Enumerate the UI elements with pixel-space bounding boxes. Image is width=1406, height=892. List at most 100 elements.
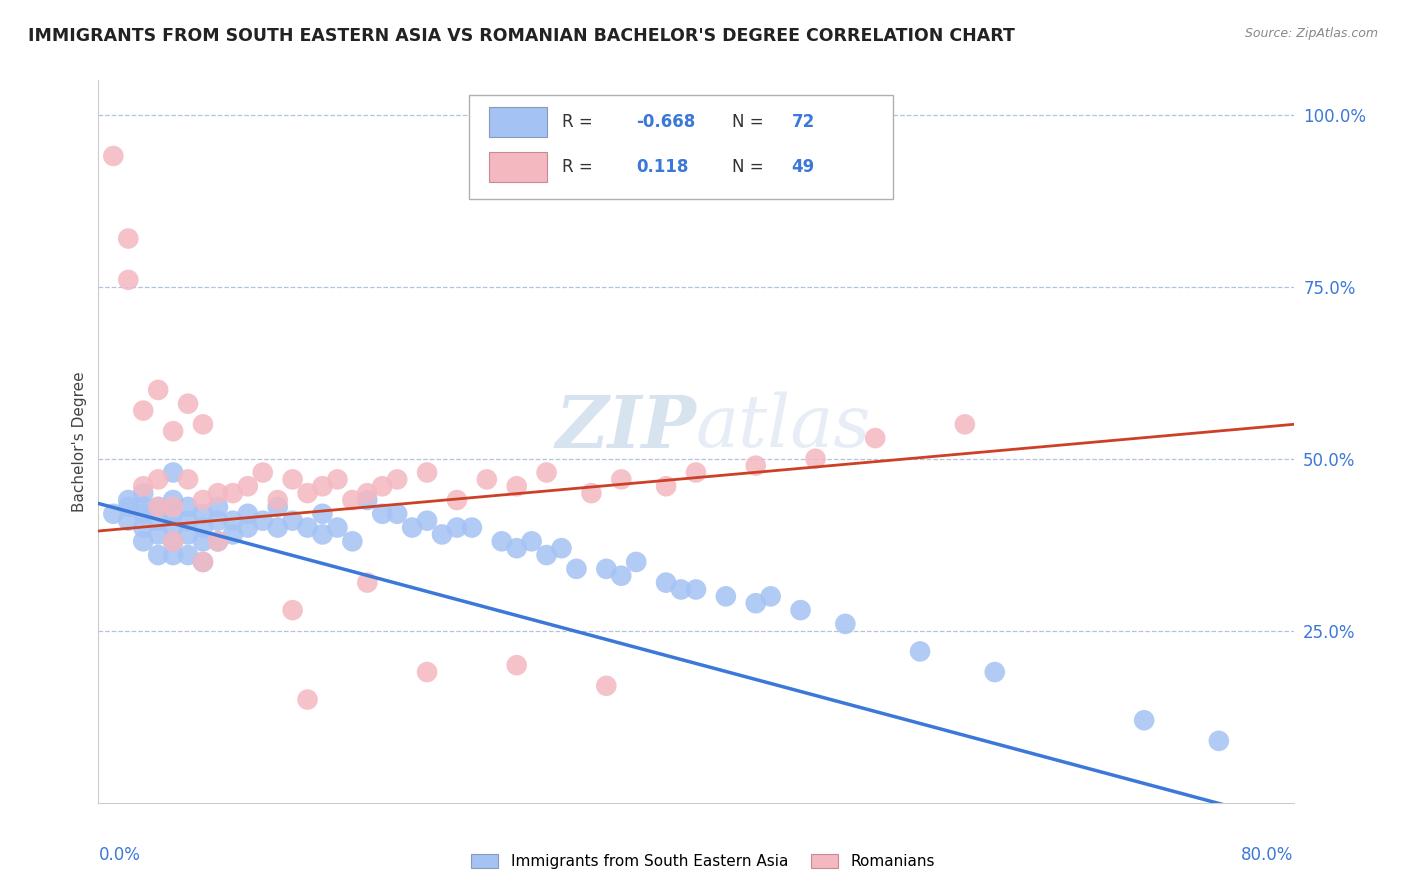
Point [745, 596, 768, 610]
Point [191, 417, 214, 432]
Point [222, 486, 245, 500]
Point [491, 534, 513, 549]
Point [536, 466, 558, 480]
Point [655, 479, 678, 493]
Point [117, 231, 139, 245]
Point [865, 431, 887, 445]
Point [953, 417, 976, 432]
Text: N =: N = [733, 113, 763, 131]
Point [191, 555, 214, 569]
FancyBboxPatch shape [489, 107, 547, 137]
Text: R =: R = [562, 158, 593, 176]
Point [117, 514, 139, 528]
Point [103, 149, 125, 163]
Point [236, 507, 259, 521]
Point [191, 493, 214, 508]
Point [297, 520, 319, 534]
Point [581, 486, 603, 500]
Point [371, 507, 394, 521]
Point [984, 665, 1007, 679]
Text: R =: R = [562, 113, 593, 131]
Point [162, 534, 184, 549]
Point [236, 479, 259, 493]
Point [356, 575, 378, 590]
Text: 0.118: 0.118 [637, 158, 689, 176]
Point [222, 514, 245, 528]
Text: N =: N = [733, 158, 763, 176]
Point [1133, 713, 1156, 727]
Point [520, 534, 543, 549]
Point [177, 527, 200, 541]
Point [177, 514, 200, 528]
Point [236, 520, 259, 534]
Point [565, 562, 588, 576]
Point [177, 397, 200, 411]
Point [610, 568, 633, 582]
Point [297, 692, 319, 706]
Text: atlas: atlas [696, 392, 872, 462]
Point [207, 534, 229, 549]
Point [326, 472, 349, 486]
Point [401, 520, 423, 534]
Point [626, 555, 648, 569]
Point [162, 500, 184, 514]
Point [685, 466, 707, 480]
Point [267, 520, 290, 534]
Point [177, 472, 200, 486]
Point [745, 458, 768, 473]
Point [222, 527, 245, 541]
FancyBboxPatch shape [489, 152, 547, 182]
Text: ZIP: ZIP [555, 392, 696, 463]
Point [148, 527, 170, 541]
Point [669, 582, 692, 597]
Point [148, 500, 170, 514]
Point [267, 493, 290, 508]
Point [446, 520, 468, 534]
Point [311, 527, 333, 541]
Point [162, 493, 184, 508]
Point [132, 507, 155, 521]
Point [148, 514, 170, 528]
Point [117, 500, 139, 514]
Point [117, 493, 139, 508]
Point [132, 403, 155, 417]
Point [207, 500, 229, 514]
Legend: Immigrants from South Eastern Asia, Romanians: Immigrants from South Eastern Asia, Roma… [465, 848, 941, 875]
Point [714, 590, 737, 604]
Point [416, 665, 439, 679]
Point [311, 479, 333, 493]
Point [148, 383, 170, 397]
Point [446, 493, 468, 508]
Point [103, 507, 125, 521]
Point [281, 514, 304, 528]
Point [371, 479, 394, 493]
Text: 72: 72 [792, 113, 815, 131]
Point [655, 575, 678, 590]
Point [132, 520, 155, 534]
Point [326, 520, 349, 534]
Point [132, 486, 155, 500]
Point [475, 472, 498, 486]
Point [506, 479, 529, 493]
Point [342, 493, 364, 508]
Point [281, 472, 304, 486]
Point [595, 562, 617, 576]
Point [252, 466, 274, 480]
Point [281, 603, 304, 617]
Text: 80.0%: 80.0% [1241, 847, 1294, 864]
Point [685, 582, 707, 597]
Point [416, 466, 439, 480]
Point [834, 616, 856, 631]
Point [191, 520, 214, 534]
Point [506, 658, 529, 673]
Point [162, 520, 184, 534]
Point [132, 534, 155, 549]
Point [207, 534, 229, 549]
Point [356, 486, 378, 500]
Point [162, 466, 184, 480]
Point [207, 514, 229, 528]
Point [162, 507, 184, 521]
Text: 49: 49 [792, 158, 815, 176]
Point [191, 555, 214, 569]
Point [162, 548, 184, 562]
